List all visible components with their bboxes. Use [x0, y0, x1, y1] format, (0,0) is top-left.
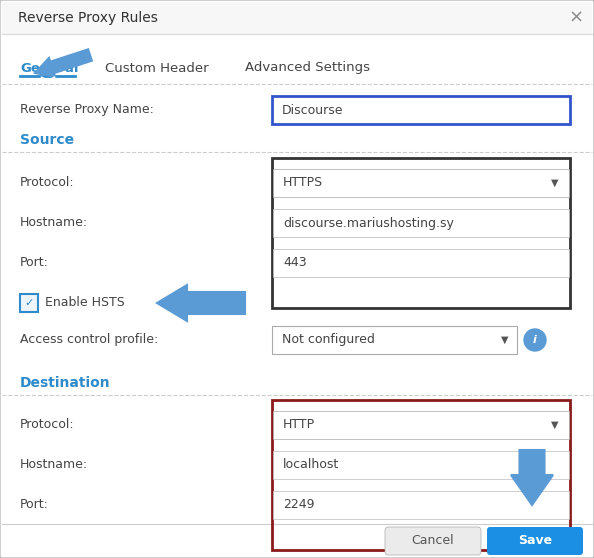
FancyBboxPatch shape [273, 411, 569, 439]
Text: Protocol:: Protocol: [20, 418, 75, 431]
FancyArrow shape [511, 450, 553, 505]
Text: ×: × [568, 9, 583, 27]
FancyArrow shape [157, 285, 245, 321]
Text: Reverse Proxy Rules: Reverse Proxy Rules [18, 11, 158, 25]
Text: Enable HSTS: Enable HSTS [45, 296, 125, 310]
FancyBboxPatch shape [20, 294, 38, 312]
Text: Destination: Destination [20, 376, 110, 390]
FancyBboxPatch shape [273, 491, 569, 519]
Text: General: General [20, 61, 78, 75]
Text: 443: 443 [283, 257, 307, 270]
Text: Access control profile:: Access control profile: [20, 334, 158, 347]
Text: Cancel: Cancel [412, 535, 454, 547]
Text: Source: Source [20, 133, 74, 147]
Text: Save: Save [518, 535, 552, 547]
FancyBboxPatch shape [273, 249, 569, 277]
FancyBboxPatch shape [273, 209, 569, 237]
Text: Advanced Settings: Advanced Settings [245, 61, 370, 75]
FancyBboxPatch shape [487, 527, 583, 555]
Circle shape [524, 329, 546, 351]
Text: discourse.mariushosting.sy: discourse.mariushosting.sy [283, 217, 454, 229]
Text: Hostname:: Hostname: [20, 217, 88, 229]
FancyBboxPatch shape [272, 326, 517, 354]
Text: Protocol:: Protocol: [20, 176, 75, 190]
Text: Port:: Port: [20, 498, 49, 512]
Text: 2249: 2249 [283, 498, 314, 512]
FancyBboxPatch shape [2, 2, 592, 34]
FancyArrow shape [35, 49, 92, 77]
Text: ▼: ▼ [501, 335, 508, 345]
Text: Discourse: Discourse [282, 103, 343, 117]
FancyBboxPatch shape [273, 169, 569, 197]
Text: Hostname:: Hostname: [20, 459, 88, 472]
Text: ▼: ▼ [551, 178, 559, 188]
FancyBboxPatch shape [273, 451, 569, 479]
FancyBboxPatch shape [272, 96, 570, 124]
Text: localhost: localhost [283, 459, 339, 472]
Text: i: i [533, 335, 537, 345]
Text: ▼: ▼ [551, 420, 559, 430]
Text: Port:: Port: [20, 257, 49, 270]
Text: HTTPS: HTTPS [283, 176, 323, 190]
Text: Custom Header: Custom Header [105, 61, 208, 75]
Text: HTTP: HTTP [283, 418, 315, 431]
Text: ✓: ✓ [24, 298, 34, 308]
Text: Not configured: Not configured [282, 334, 375, 347]
FancyBboxPatch shape [385, 527, 481, 555]
Text: Reverse Proxy Name:: Reverse Proxy Name: [20, 103, 154, 117]
